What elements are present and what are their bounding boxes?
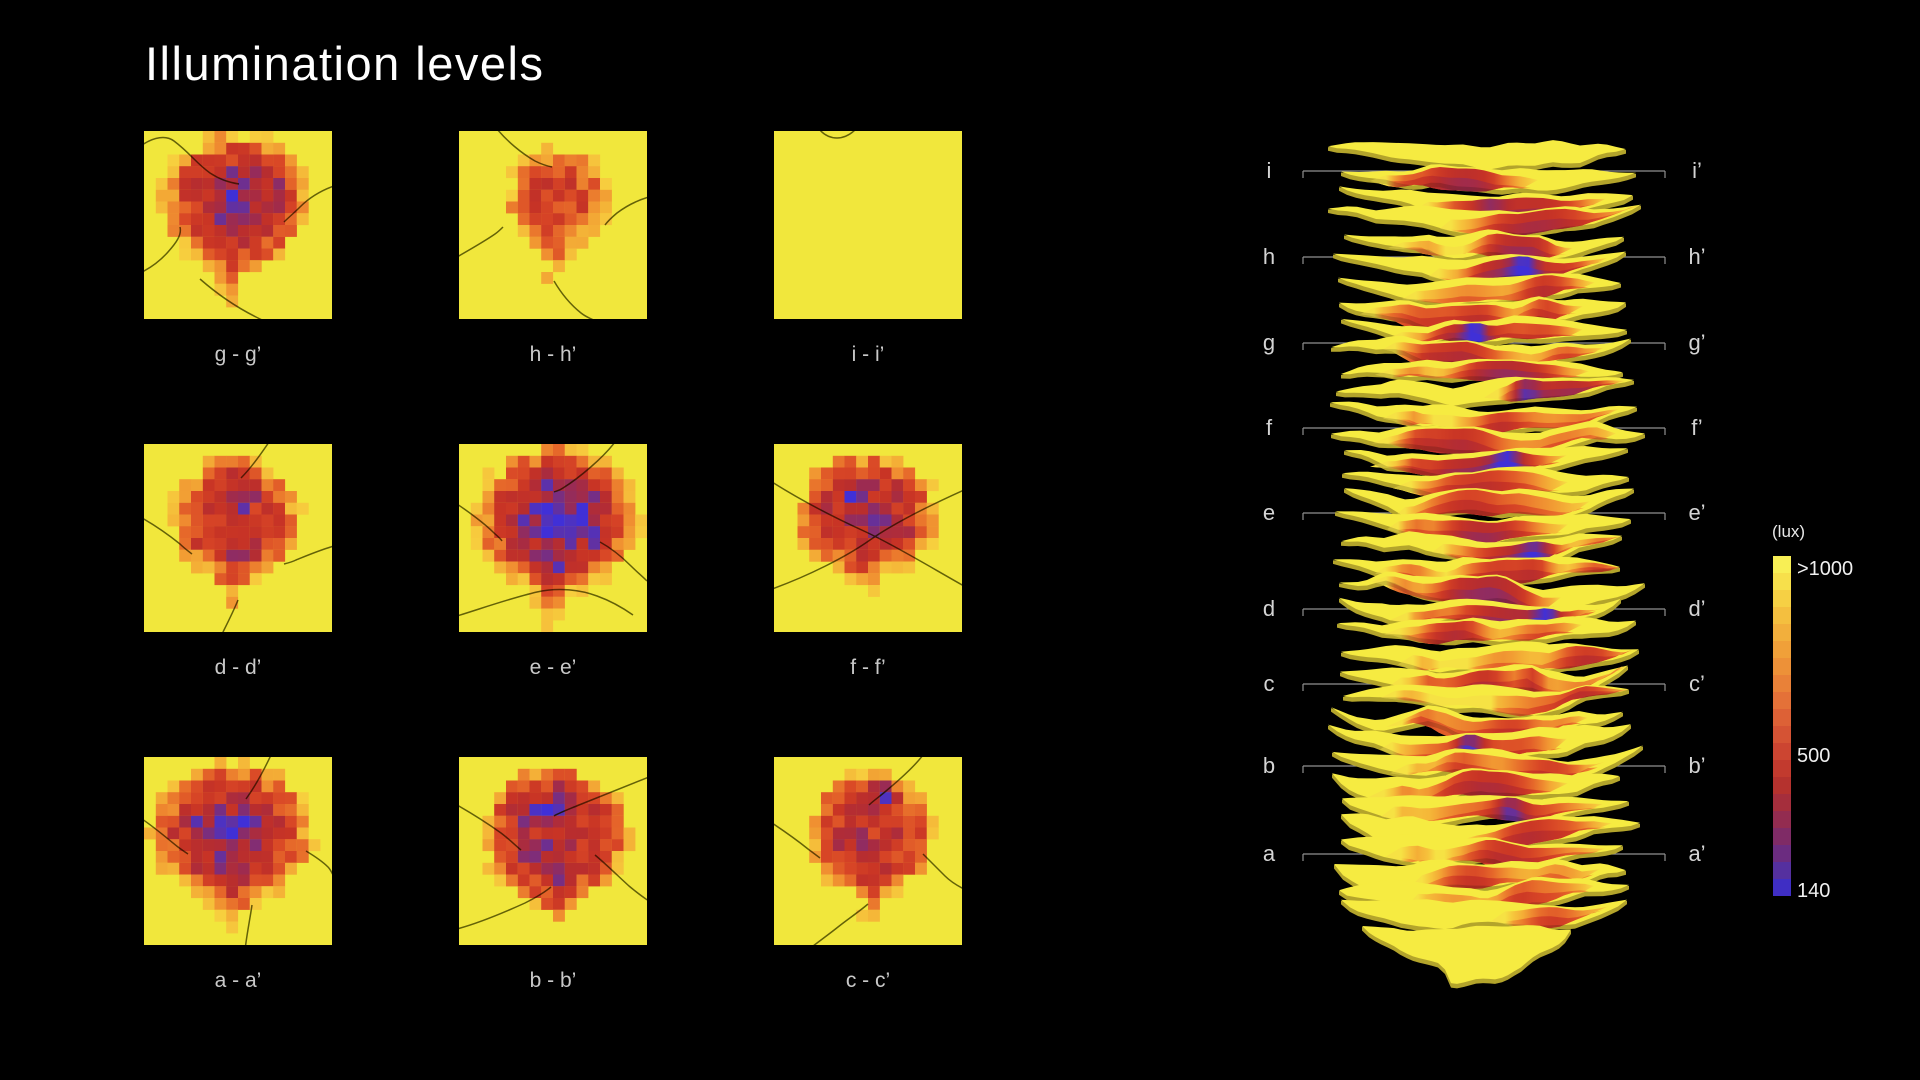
svg-text:f: f — [1266, 415, 1273, 440]
svg-text:a’: a’ — [1688, 841, 1705, 866]
svg-text:e: e — [1263, 500, 1275, 525]
svg-text:c’: c’ — [1689, 671, 1705, 696]
svg-text:f’: f’ — [1691, 415, 1702, 440]
svg-text:g: g — [1263, 330, 1275, 355]
svg-text:g’: g’ — [1688, 330, 1705, 355]
svg-text:i: i — [1267, 158, 1272, 183]
svg-text:c: c — [1264, 671, 1275, 696]
svg-text:h’: h’ — [1688, 244, 1705, 269]
svg-text:d: d — [1263, 596, 1275, 621]
svg-text:e’: e’ — [1688, 500, 1705, 525]
svg-text:i’: i’ — [1692, 158, 1702, 183]
svg-text:b: b — [1263, 753, 1275, 778]
svg-text:d’: d’ — [1688, 596, 1705, 621]
svg-text:h: h — [1263, 244, 1275, 269]
svg-text:a: a — [1263, 841, 1276, 866]
svg-text:b’: b’ — [1688, 753, 1705, 778]
